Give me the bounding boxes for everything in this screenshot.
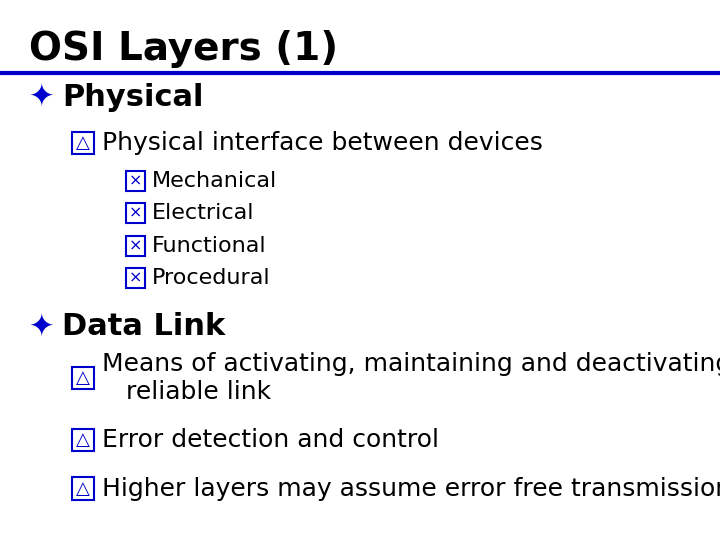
Text: ✦: ✦ bbox=[29, 83, 54, 112]
Text: ×: × bbox=[129, 238, 142, 253]
FancyBboxPatch shape bbox=[126, 171, 145, 191]
FancyBboxPatch shape bbox=[72, 429, 94, 451]
FancyBboxPatch shape bbox=[126, 268, 145, 288]
Text: Physical interface between devices: Physical interface between devices bbox=[102, 131, 543, 155]
Text: Electrical: Electrical bbox=[152, 203, 254, 224]
Text: ×: × bbox=[129, 271, 142, 286]
FancyBboxPatch shape bbox=[72, 132, 94, 154]
FancyBboxPatch shape bbox=[126, 203, 145, 223]
Text: Higher layers may assume error free transmission: Higher layers may assume error free tran… bbox=[102, 477, 720, 501]
Text: △: △ bbox=[76, 431, 90, 449]
Text: Physical: Physical bbox=[62, 83, 204, 112]
Text: Data Link: Data Link bbox=[62, 312, 225, 341]
FancyBboxPatch shape bbox=[72, 477, 94, 500]
Text: Procedural: Procedural bbox=[152, 268, 271, 288]
Text: △: △ bbox=[76, 134, 90, 152]
Text: Means of activating, maintaining and deactivating a
   reliable link: Means of activating, maintaining and dea… bbox=[102, 352, 720, 404]
FancyBboxPatch shape bbox=[72, 367, 94, 389]
Text: ×: × bbox=[129, 206, 142, 221]
Text: OSI Layers (1): OSI Layers (1) bbox=[29, 30, 338, 68]
Text: ✦: ✦ bbox=[29, 312, 54, 341]
Text: △: △ bbox=[76, 369, 90, 387]
Text: ×: × bbox=[129, 173, 142, 188]
Text: Error detection and control: Error detection and control bbox=[102, 428, 439, 452]
Text: △: △ bbox=[76, 480, 90, 498]
FancyBboxPatch shape bbox=[126, 235, 145, 255]
Text: Mechanical: Mechanical bbox=[152, 171, 277, 191]
Text: Functional: Functional bbox=[152, 235, 266, 256]
